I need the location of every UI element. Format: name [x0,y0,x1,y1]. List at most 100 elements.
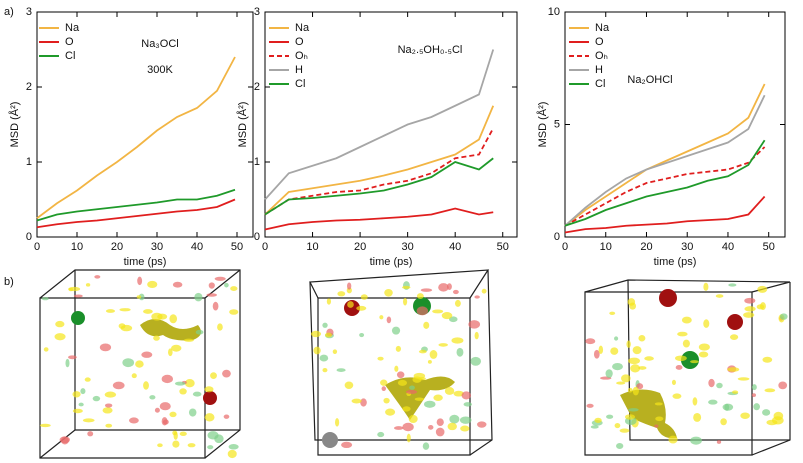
atom-cloud [135,360,144,368]
atom-cloud [460,425,470,432]
atom-cloud [78,402,84,407]
atom-cloud [143,381,149,390]
atom-cloud [230,286,238,291]
legend-label: Oₕ [295,50,308,62]
atom-cloud [762,409,771,416]
atom-cloud [619,428,630,433]
atom-cloud [716,440,722,444]
atom-cloud [408,414,418,424]
atom-cloud [406,433,411,443]
atom-cloud [630,364,641,373]
atom-cloud [698,351,709,358]
atom-cloud [655,416,664,422]
x-tick-label: 10 [71,241,83,253]
atom-cloud [444,387,455,395]
atom-cloud [72,391,81,398]
series-line [36,188,236,222]
atom-cloud [346,282,352,290]
cluster [620,389,677,439]
atom-cloud [356,305,367,311]
atom-cloud [391,326,401,335]
atom-cloud [143,309,153,314]
atom-cloud [477,421,487,428]
atom-cloud [104,403,113,408]
legend-label: O [295,36,304,48]
atom-cloud [325,332,332,338]
y-axis-label: MSD (Å²) [8,102,21,148]
atom-cloud [452,289,459,295]
atom-cloud [210,372,217,379]
cluster [681,351,699,369]
atom-cloud [428,425,434,430]
atom-cloud [161,374,173,384]
atom-cloud [187,443,196,448]
atom-cloud [729,334,739,340]
atom-cloud [605,369,613,378]
atom-cloud [432,309,444,314]
atom-cloud [102,407,113,414]
atom-cloud [207,445,214,450]
y-axis-label: MSD (Å²) [236,102,249,148]
atom-cloud [629,302,637,310]
atom-cloud [336,368,346,372]
atom-cloud [92,395,101,402]
atom-cloud [446,283,452,290]
atom-cloud [715,294,724,298]
atom-cloud [459,416,472,424]
x-axis-label: time (ps) [370,256,413,268]
atom-cloud [138,293,145,301]
atom-cloud [402,406,411,412]
atom-cloud [60,436,69,445]
atom-cloud [84,377,91,382]
atom-cloud [55,320,65,328]
y-tick-label: 1 [254,156,260,168]
atom-cloud [420,288,433,292]
atom-cloud [632,346,642,355]
atom-cloud [136,295,142,299]
atom-cloud [54,333,66,341]
atom-cloud [377,356,384,361]
atom-cloud [453,390,464,397]
atom-cloud [616,443,624,449]
atom-cloud [610,347,619,355]
atom-cloud [159,402,171,411]
atom-cloud [773,411,784,421]
atom-cloud [402,422,414,432]
atom-cloud [585,338,596,345]
atom-cloud [341,441,353,449]
atom-cloud [681,316,692,324]
atom-cloud [192,391,202,397]
atom-cloud [179,431,187,437]
atom-cloud [172,440,180,448]
x-axis-label: time (ps) [654,256,697,268]
atom-cloud [204,413,215,422]
plot-frame [36,11,254,238]
atom-cloud [764,388,776,393]
atom-cloud [698,343,710,351]
atom-cloud [628,357,640,365]
y-tick-label: 3 [26,6,32,18]
y-axis-label: MSD (Å²) [536,102,549,148]
atom-cloud [624,414,636,420]
atom-cloud [332,349,338,355]
atom-cloud [351,398,362,404]
x-tick-label: 0 [262,241,268,253]
legend-label: Cl [295,78,305,90]
atom-cloud [449,316,458,323]
x-tick-label: 40 [449,241,461,253]
atom-cloud [456,347,464,357]
atom-cloud [112,381,125,390]
atom-cloud [762,356,773,363]
atom-cloud [337,291,346,297]
atom-cloud [427,360,432,364]
series-line [264,49,495,201]
atom-cloud [39,423,51,428]
atom-cloud [43,347,49,352]
atom-cloud [227,449,237,459]
series-line [264,127,495,216]
atom-cloud [737,377,750,381]
atom-cloud [384,288,393,297]
atom-cloud [208,282,215,289]
atom-cloud [380,379,388,386]
